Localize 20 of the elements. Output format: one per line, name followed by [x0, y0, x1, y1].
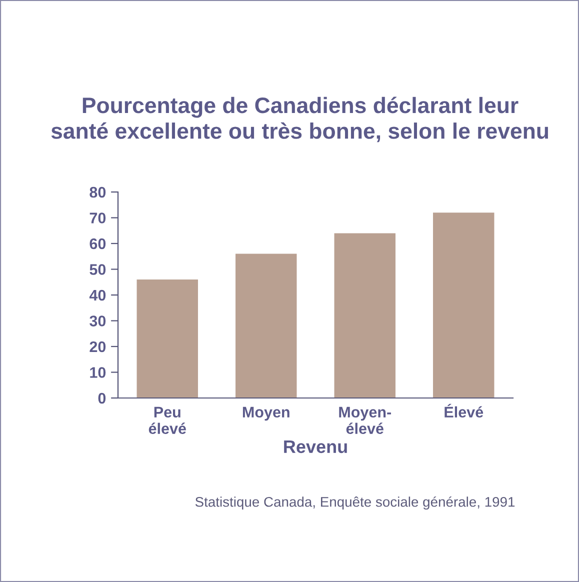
chart-title: Pourcentage de Canadiens déclarant leur santé excellente ou très bonne, selon le revenu [51, 96, 548, 142]
bar [136, 280, 198, 398]
y-tick-label: 0 [98, 392, 106, 404]
y-tick-label: 40 [89, 290, 106, 301]
y-tick-label: 80 [90, 186, 106, 198]
y-tick-label: 70 [90, 212, 106, 224]
x-axis-title: Revenu [284, 440, 347, 454]
bar [236, 254, 297, 398]
y-tick-label: 50 [90, 264, 106, 275]
x-tick-label: Moyen [242, 406, 290, 421]
x-tick-label: Peu élevé [148, 406, 186, 434]
text: Statistique Canada, Enquête sociale générale, 1991 [195, 496, 515, 510]
x-tick-label: Moyen- élevé [339, 406, 391, 434]
y-tick-label: 20 [90, 341, 106, 352]
y-tick-label: 10 [90, 367, 106, 378]
y-tick-label: 30 [90, 316, 106, 326]
bar [334, 233, 396, 398]
bar [433, 212, 494, 398]
x-tick-label: Élevé [444, 404, 484, 418]
y-tick-label: 60 [90, 238, 106, 250]
